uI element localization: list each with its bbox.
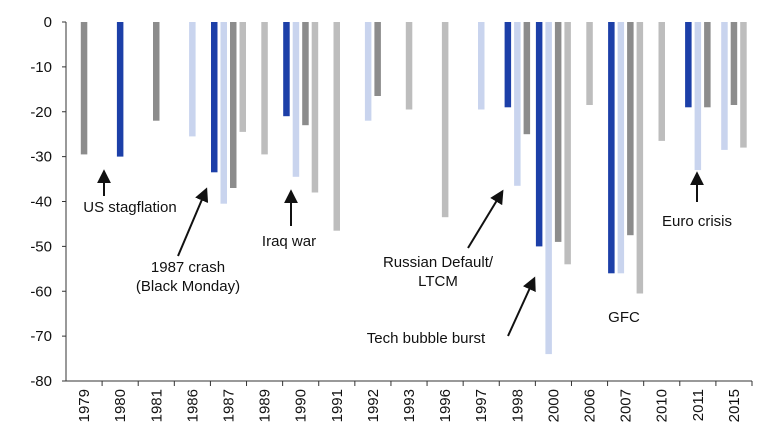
annotation-label: Tech bubble burst (367, 330, 486, 347)
annotation-label: Euro crisis (662, 213, 732, 230)
y-tick-label: -80 (30, 373, 52, 390)
annotation-arrow (177, 187, 209, 257)
bar-1987-2 (230, 22, 237, 188)
annotation-arrow (467, 189, 504, 249)
bar-1996-0 (441, 22, 449, 218)
x-tick-label: 1997 (473, 389, 490, 422)
x-tick-label: 1998 (509, 389, 526, 422)
x-tick-label: 1986 (184, 389, 201, 422)
bar-1979-0 (80, 22, 88, 155)
annotations-layer: US stagflation 1987 crash (Black Monday) Ir… (83, 169, 732, 347)
bar-2006-0 (586, 22, 593, 105)
bar-2007-3 (636, 22, 644, 294)
bar-1987-1 (220, 22, 227, 204)
annotation-arrow (507, 276, 536, 337)
y-tick-label: -20 (30, 104, 52, 121)
bar-1990-1 (292, 22, 300, 177)
y-tick-label: -50 (30, 238, 52, 255)
x-tick-label: 1980 (112, 389, 129, 422)
y-tick-label: -10 (30, 59, 52, 76)
bar-2007-1 (617, 22, 625, 274)
bar-2007-2 (627, 22, 634, 236)
bar-2000-1 (545, 22, 552, 355)
bar-2015-1 (730, 22, 738, 105)
bar-1980-0 (116, 22, 124, 157)
annotation-label: Russian Default/LTCM (383, 254, 494, 290)
bar-1998-1 (514, 22, 521, 186)
bar-2007-0 (608, 22, 615, 274)
bar-1990-3 (311, 22, 319, 193)
annotation-label: Iraq war (262, 233, 316, 250)
x-tick-label: 2010 (654, 389, 671, 422)
bar-1981-0 (153, 22, 160, 121)
bar-1987-3 (239, 22, 246, 132)
bar-1990-0 (283, 22, 290, 117)
bar-1992-0 (364, 22, 372, 121)
y-tick-label: 0 (44, 14, 52, 31)
x-tick-label: 1989 (257, 389, 274, 422)
bar-1998-2 (523, 22, 531, 135)
bar-2011-2 (704, 22, 711, 108)
y-tick-label: -30 (30, 149, 52, 166)
x-tick-label: 1990 (293, 389, 310, 422)
bar-1989-0 (261, 22, 268, 155)
x-tick-label: 1993 (401, 389, 418, 422)
bar-1991-0 (333, 22, 340, 231)
bar-1992-1 (374, 22, 381, 96)
y-tick-label: -40 (30, 194, 52, 211)
x-tick-label: 1991 (329, 389, 346, 422)
annotation-label: 1987 crash (Black Monday) (136, 259, 240, 295)
bar-2000-2 (554, 22, 562, 242)
x-tick-label: 1987 (221, 389, 238, 422)
x-tick-label: 2000 (545, 389, 562, 422)
bar-1990-2 (302, 22, 309, 126)
annotation-label: GFC (608, 309, 640, 326)
x-tick-label: 1992 (365, 389, 382, 422)
bar-2011-0 (685, 22, 692, 108)
y-tick-label: -60 (30, 283, 52, 300)
y-tick-label: -70 (30, 328, 52, 345)
bar-2011-1 (694, 22, 702, 171)
x-tick-label: 1996 (437, 389, 454, 422)
bar-1998-0 (504, 22, 512, 108)
bar-2000-3 (564, 22, 571, 265)
x-tick-label: 2006 (582, 389, 599, 422)
bar-2015-0 (721, 22, 728, 150)
bar-2010-0 (658, 22, 665, 141)
x-tick-label: 1981 (148, 389, 165, 422)
bar-1993-0 (405, 22, 413, 110)
bar-1997-0 (478, 22, 485, 110)
x-tick-label: 2015 (726, 389, 743, 422)
bar-1986-0 (189, 22, 196, 137)
bar-1987-0 (211, 22, 218, 173)
x-tick-label: 2007 (618, 389, 635, 422)
annotation-label: US stagflation (83, 199, 176, 216)
axes-layer: 0 -10 -20 -30 -40 -50 -60 -70 -80 1979 1980 1981 198… (30, 14, 753, 422)
bar-2015-2 (740, 22, 747, 148)
bar-2000-0 (535, 22, 543, 247)
bars-layer (80, 22, 747, 355)
x-tick-label: 2011 (690, 389, 707, 421)
x-tick-label: 1979 (76, 389, 93, 422)
